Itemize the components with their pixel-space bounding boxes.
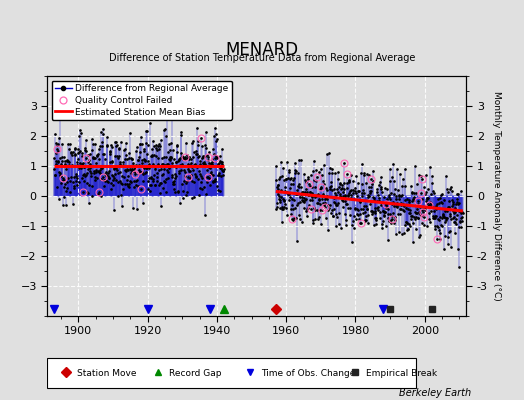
Text: Berkeley Earth: Berkeley Earth [399, 388, 472, 398]
Text: Difference of Station Temperature Data from Regional Average: Difference of Station Temperature Data f… [109, 53, 415, 63]
Text: Station Move: Station Move [77, 369, 136, 378]
Text: MENARD: MENARD [225, 41, 299, 59]
Y-axis label: Monthly Temperature Anomaly Difference (°C): Monthly Temperature Anomaly Difference (… [492, 91, 501, 301]
Text: Time of Obs. Change: Time of Obs. Change [261, 369, 355, 378]
Text: Record Gap: Record Gap [169, 369, 221, 378]
Text: Empirical Break: Empirical Break [366, 369, 437, 378]
Legend: Difference from Regional Average, Quality Control Failed, Estimated Station Mean: Difference from Regional Average, Qualit… [52, 80, 232, 120]
Bar [47, 358, 416, 388]
